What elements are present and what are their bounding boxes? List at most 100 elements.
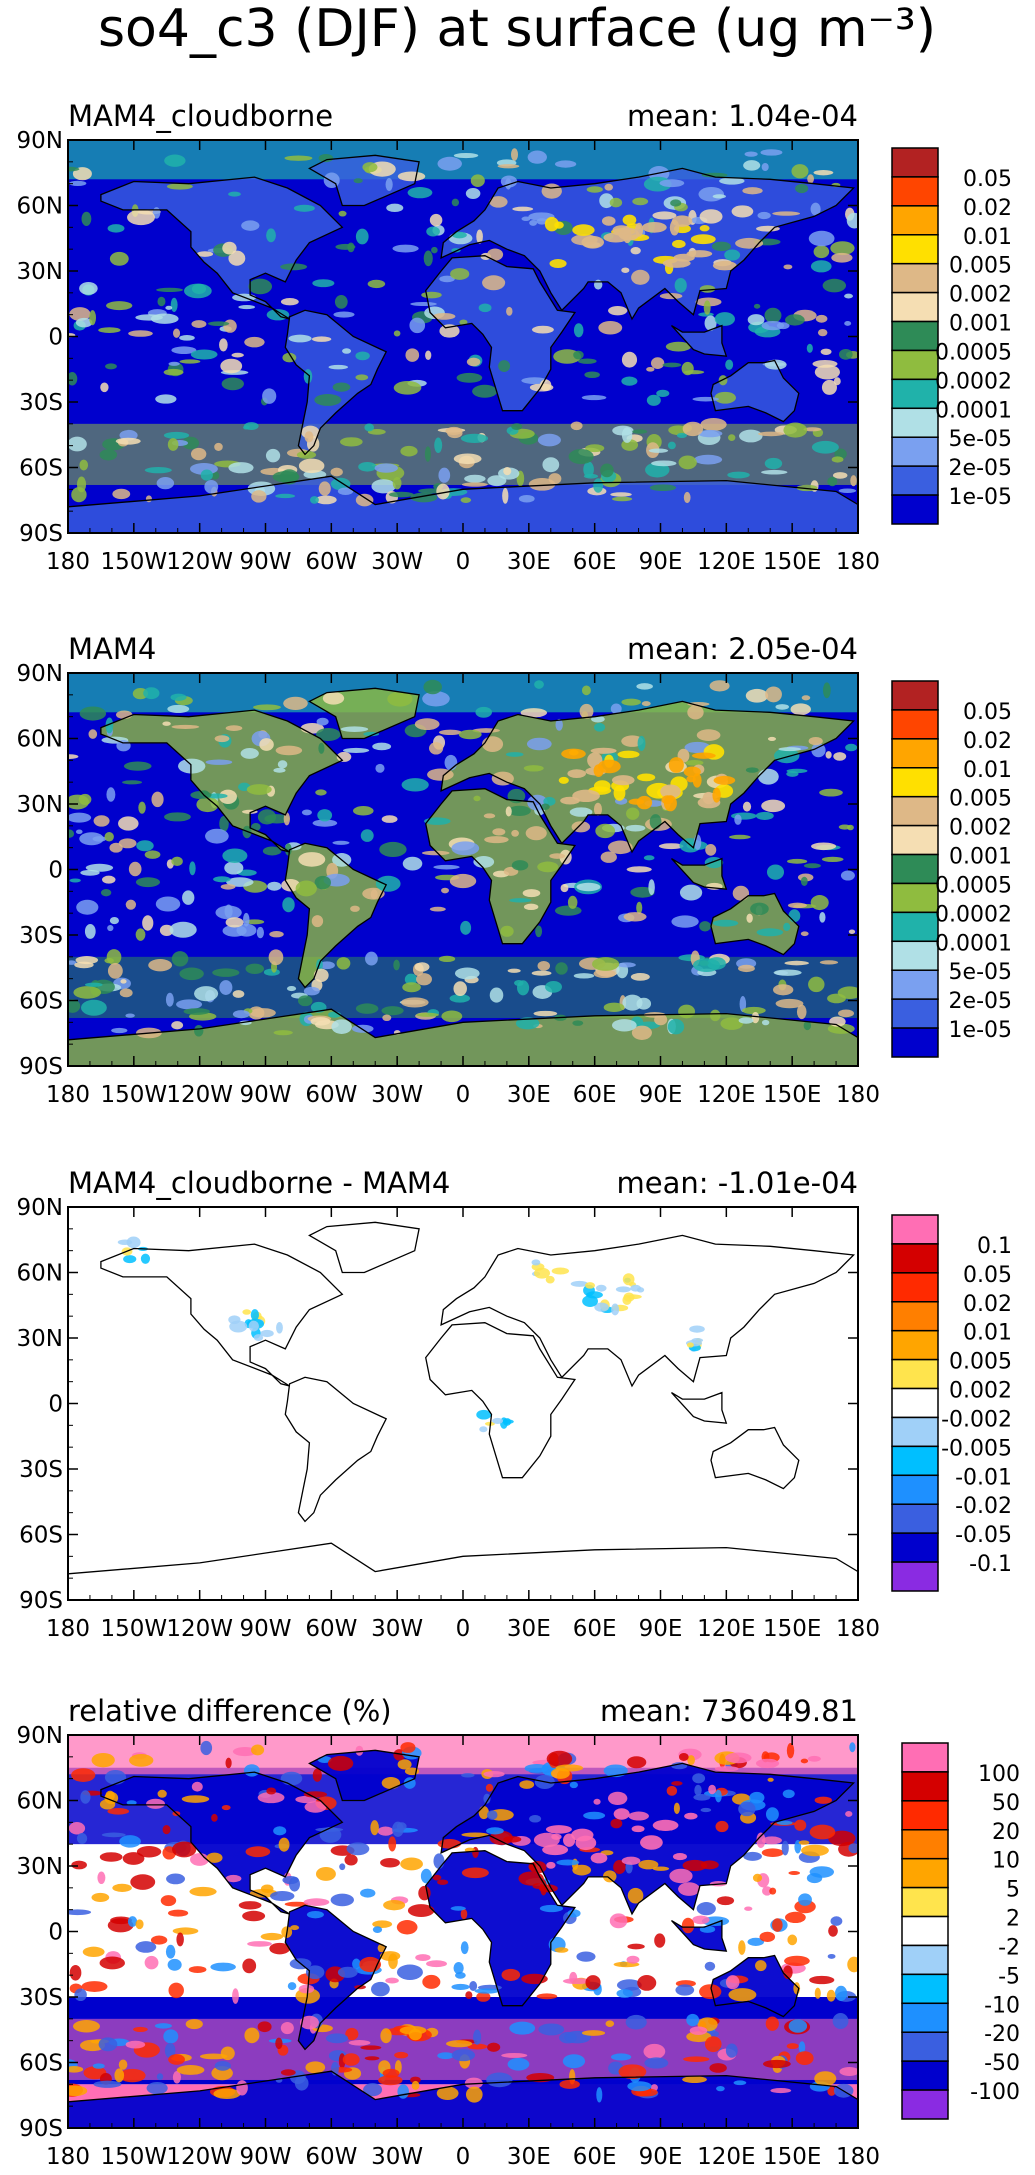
field-blob [562, 1978, 591, 1985]
y-tick-label: 60N [17, 194, 63, 220]
field-blob [810, 894, 829, 911]
colorbar-box [891, 262, 939, 294]
coastline [671, 1391, 728, 1424]
field-blob [831, 456, 844, 463]
field-blob [212, 968, 240, 977]
field-blob [745, 767, 759, 773]
coastline [710, 1954, 800, 2018]
map-plot-area: 180 150W 120W 90W 60W 30W 0 30E 60E 90E 120E 150E 18… [17, 1723, 880, 2170]
field-blob [845, 1811, 853, 1817]
field-blob [259, 738, 274, 751]
field-blob [72, 167, 92, 181]
field-blob [460, 433, 489, 444]
x-tick-label: 30W [371, 549, 423, 575]
field-blob [92, 2063, 105, 2069]
field-blob [814, 364, 840, 380]
field-blob [638, 1859, 659, 1870]
field-blob [248, 278, 273, 295]
field-blob [689, 2026, 708, 2036]
field-blob [537, 433, 561, 447]
field-blob [562, 2054, 586, 2069]
field-blob [603, 1002, 625, 1013]
x-tick-label: 120W [166, 1082, 233, 1108]
x-tick-label: 0 [456, 549, 471, 575]
field-blob [312, 819, 338, 827]
field-blob [79, 459, 89, 471]
field-blob [478, 303, 492, 313]
field-blob [92, 836, 107, 842]
field-blob [487, 2042, 501, 2052]
field-blob [627, 2081, 652, 2092]
field-blob [827, 2086, 836, 2096]
colorbar-box [901, 1800, 949, 1831]
field-blob [458, 729, 482, 740]
field-blob [786, 2043, 799, 2050]
field-blob [68, 1909, 92, 1916]
field-blob [534, 680, 544, 689]
x-tick-label: 120E [697, 1082, 755, 1108]
field-blob [135, 1919, 144, 1930]
x-tick-label: 30E [507, 2144, 551, 2170]
field-blob [429, 742, 444, 755]
field-blob [811, 743, 826, 758]
field-blob [219, 815, 229, 832]
field-blob [81, 1981, 108, 1992]
field-blob [268, 949, 284, 966]
field-blob [756, 1832, 766, 1848]
field-blob [681, 361, 694, 376]
field-blob [821, 379, 837, 395]
field-blob [482, 275, 506, 291]
field-blob [362, 887, 385, 900]
field-blob [767, 1777, 774, 1782]
coastline [100, 176, 344, 320]
y-tick-label: 60N [17, 1261, 63, 1287]
field-blob [338, 210, 347, 217]
field-blob [537, 961, 551, 971]
field-blob [184, 283, 212, 299]
field-blob [683, 2056, 710, 2062]
field-blob [249, 1008, 276, 1018]
panel-title: MAM4_cloudborne [68, 99, 333, 133]
field-blob [242, 1910, 266, 1922]
field-blob [122, 1852, 145, 1865]
x-tick-label: 30W [371, 1616, 423, 1642]
colorbar-label: -0.02 [955, 1494, 1012, 1519]
field-blob [144, 1955, 159, 1970]
field-blob [81, 999, 107, 1016]
field-blob [171, 1021, 184, 1030]
field-blob [595, 1284, 607, 1292]
field-blob [114, 2068, 125, 2083]
field-blob [699, 921, 711, 932]
field-blob [559, 849, 572, 865]
field-blob [497, 164, 520, 169]
field-blob [600, 851, 617, 863]
field-blob [337, 1966, 358, 1978]
field-blob [288, 334, 312, 343]
field-blob-hot [572, 224, 595, 236]
colorbar-label: 0.005 [949, 254, 1012, 279]
field-blob [246, 784, 272, 795]
field-blob [498, 360, 511, 372]
x-tick-label: 150E [763, 1082, 821, 1108]
field-blob [738, 1940, 746, 1955]
field-blob [176, 2065, 205, 2075]
field-blob [809, 1975, 835, 1985]
colorbar-box [901, 2002, 949, 2033]
field-blob [521, 1973, 548, 1985]
field-blob [509, 2021, 536, 2035]
coastline [68, 2070, 858, 2128]
y-tick-label: 30S [19, 923, 63, 949]
field-blob [353, 806, 374, 816]
field-blob [725, 2043, 738, 2058]
field-blob [315, 1867, 336, 1881]
field-blob [762, 2059, 791, 2069]
field-blob [305, 1965, 325, 1980]
field-blob [626, 1955, 640, 1964]
field-blob [397, 1759, 412, 1770]
field-blob [591, 715, 605, 723]
field-blob [803, 1020, 812, 1031]
field-blob [559, 2031, 577, 2044]
field-blob [257, 1791, 285, 1804]
field-blob [847, 1956, 858, 1973]
field-blob [295, 880, 317, 897]
